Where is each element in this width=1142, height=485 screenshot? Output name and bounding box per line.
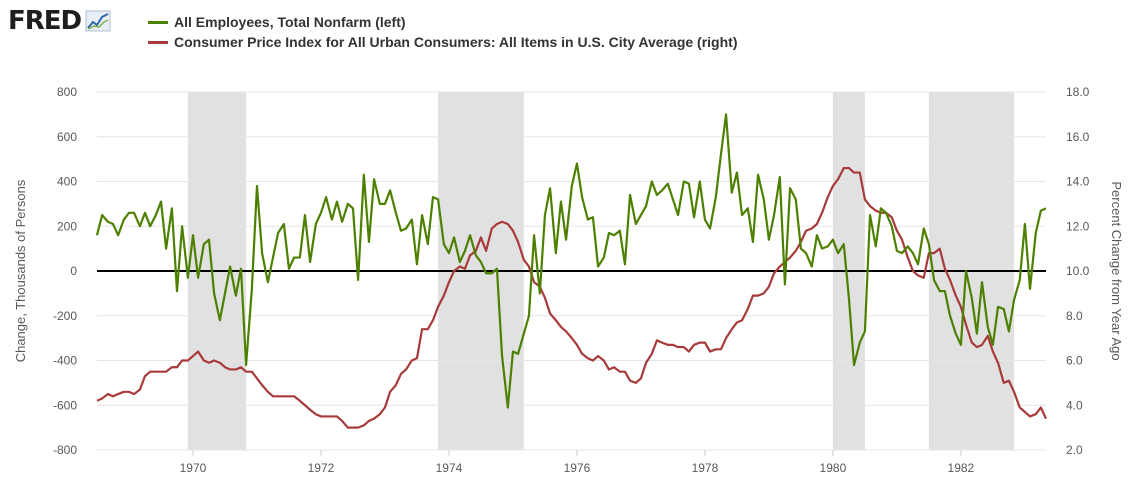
series-line-employees[interactable] (95, 113, 1047, 409)
legend-label-cpi: Consumer Price Index for All Urban Consu… (174, 34, 738, 50)
line-chart-icon (85, 10, 111, 32)
left-axis-ticks: 800 600 400 200 0 -200 -400 -600 -800 (53, 85, 77, 457)
x-tick-label: 1974 (436, 461, 463, 475)
chart-header: FRED All Employees, Total Nonfarm (left)… (0, 0, 1142, 60)
right-tick-label: 2.0 (1066, 443, 1083, 457)
left-tick-label: 200 (57, 219, 77, 233)
x-tick-label: 1978 (692, 461, 719, 475)
left-tick-label: -800 (53, 443, 77, 457)
left-tick-label: 800 (57, 85, 77, 99)
right-tick-label: 12.0 (1066, 219, 1090, 233)
right-tick-label: 18.0 (1066, 85, 1090, 99)
right-axis-ticks: 18.0 16.0 14.0 12.0 10.0 8.0 6.0 4.0 2.0 (1066, 85, 1090, 457)
x-tick-label: 1982 (948, 461, 975, 475)
x-tick-label: 1970 (180, 461, 207, 475)
fred-logo[interactable]: FRED (8, 6, 111, 36)
legend-label-employees: All Employees, Total Nonfarm (left) (174, 14, 406, 30)
left-tick-label: 600 (57, 130, 77, 144)
x-tick-label: 1976 (564, 461, 591, 475)
right-tick-label: 4.0 (1066, 398, 1083, 412)
left-tick-label: 400 (57, 175, 77, 189)
legend-item-employees[interactable]: All Employees, Total Nonfarm (left) (148, 12, 737, 32)
legend-swatch-employees (148, 20, 168, 24)
logo-text: FRED (8, 6, 82, 36)
x-tick-label: 1980 (820, 461, 847, 475)
chart-legend: All Employees, Total Nonfarm (left) Cons… (148, 12, 737, 52)
x-axis-ticks: 1970 1972 1974 1976 1978 1980 1982 (180, 450, 975, 475)
legend-swatch-cpi (148, 40, 168, 44)
left-tick-label: -200 (53, 309, 77, 323)
legend-item-cpi[interactable]: Consumer Price Index for All Urban Consu… (148, 32, 737, 52)
x-tick-label: 1972 (308, 461, 335, 475)
left-tick-label: 0 (70, 264, 77, 278)
right-tick-label: 14.0 (1066, 175, 1090, 189)
series-lines (95, 113, 1048, 429)
right-tick-label: 16.0 (1066, 130, 1090, 144)
right-tick-label: 8.0 (1066, 309, 1083, 323)
left-tick-label: -400 (53, 354, 77, 368)
series-line-cpi[interactable] (96, 166, 1048, 429)
left-axis-title: Change, Thousands of Persons (13, 179, 28, 362)
left-tick-label: -600 (53, 398, 77, 412)
right-tick-label: 10.0 (1066, 264, 1090, 278)
right-axis-title: Percent Change from Year Ago (1109, 181, 1124, 360)
right-tick-label: 6.0 (1066, 354, 1083, 368)
